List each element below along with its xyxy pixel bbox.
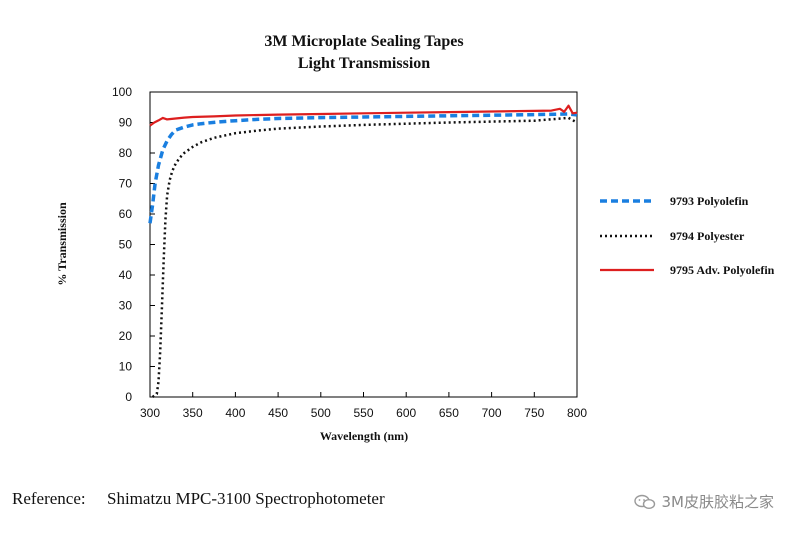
legend: 9793 Polyolefin 9794 Polyester 9795 Adv. P… [600,194,775,277]
series-lines [148,104,578,399]
reference-text: Shimatzu MPC-3100 Spectrophotometer [107,489,385,508]
x-tick-label: 600 [396,406,416,420]
y-tick-label: 80 [119,146,133,160]
wechat-icon [633,494,655,509]
reference-label: Reference: [12,489,86,508]
legend-label-1: 9794 Polyester [670,229,745,243]
x-tick-label: 550 [353,406,373,420]
x-tick-label: 400 [225,406,245,420]
y-axis-ticks: 0 10 20 30 40 50 60 70 80 90 100 [112,85,155,404]
y-tick-label: 60 [119,207,133,221]
x-tick-label: 300 [140,406,160,420]
reference-note: Reference: Shimatzu MPC-3100 Spectrophoto… [12,489,385,509]
series-line-1 [151,116,578,399]
x-axis-ticks: 300 350 400 450 500 550 600 650 700 750 800 [140,392,587,420]
y-tick-label: 30 [119,299,133,313]
light-transmission-chart: 3M Microplate Sealing Tapes Light Transm… [55,33,775,443]
watermark-text: 3M皮肤胶粘之家 [661,493,775,511]
y-tick-label: 90 [119,116,133,130]
series-line-2 [149,104,578,127]
x-tick-label: 700 [482,406,502,420]
x-axis-label: Wavelength (nm) [320,429,408,443]
x-tick-label: 800 [567,406,587,420]
watermark: 3M皮肤胶粘之家 [633,491,775,512]
y-tick-label: 20 [119,329,133,343]
series-line-0 [148,112,578,224]
legend-label-0: 9793 Polyolefin [670,194,749,208]
y-tick-label: 40 [119,268,133,282]
chart-subtitle: Light Transmission [298,55,430,72]
x-tick-label: 650 [439,406,459,420]
y-tick-label: 100 [112,85,132,99]
y-axis-label: % Transmission [55,202,69,286]
plot-frame [149,91,578,398]
y-tick-label: 70 [119,177,133,191]
y-tick-label: 50 [119,238,133,252]
legend-label-2: 9795 Adv. Polyolefin [670,263,775,277]
x-tick-label: 350 [183,406,203,420]
x-tick-label: 500 [311,406,331,420]
x-tick-label: 750 [524,406,544,420]
chart-title: 3M Microplate Sealing Tapes [264,33,463,50]
y-tick-label: 0 [125,390,132,404]
x-tick-label: 450 [268,406,288,420]
y-tick-label: 10 [119,360,133,374]
